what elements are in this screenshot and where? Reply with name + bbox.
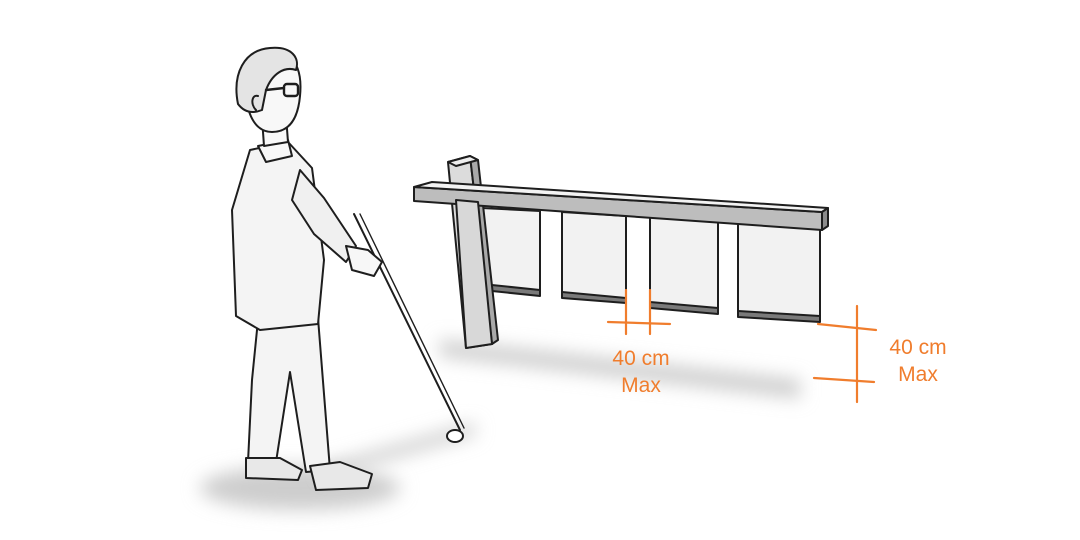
gap-dimension-value: 40 cm	[612, 347, 670, 370]
gap-dimension-qualifier: Max	[621, 374, 661, 397]
barrier-post-front	[455, 199, 493, 349]
shoe-left	[245, 457, 303, 481]
dimension-markers	[606, 288, 878, 404]
legs	[247, 317, 331, 473]
height-dimension-label: 40 cm Max	[872, 334, 964, 388]
barrier-shadow	[440, 340, 800, 398]
height-dimension-qualifier: Max	[898, 363, 938, 386]
arm	[291, 169, 357, 263]
slat-4-bottom	[737, 310, 821, 323]
hand	[345, 245, 383, 277]
slat-2	[561, 211, 627, 301]
barrier	[413, 155, 829, 349]
slat-3	[649, 215, 719, 313]
person-with-white-cane	[231, 46, 465, 491]
ear	[251, 94, 259, 111]
gap-dimension-label: 40 cm Max	[596, 345, 686, 399]
coat	[231, 141, 325, 331]
hair	[235, 46, 298, 113]
glasses-icon	[264, 82, 300, 98]
shoe-right	[309, 461, 373, 491]
height-dimension-value: 40 cm	[889, 336, 947, 359]
gap-extent-line	[606, 320, 672, 326]
white-cane	[353, 213, 465, 443]
height-tick-top	[816, 322, 878, 332]
height-tick-bottom	[812, 376, 876, 384]
barrier-rail	[413, 181, 829, 231]
slat-4	[737, 219, 821, 321]
